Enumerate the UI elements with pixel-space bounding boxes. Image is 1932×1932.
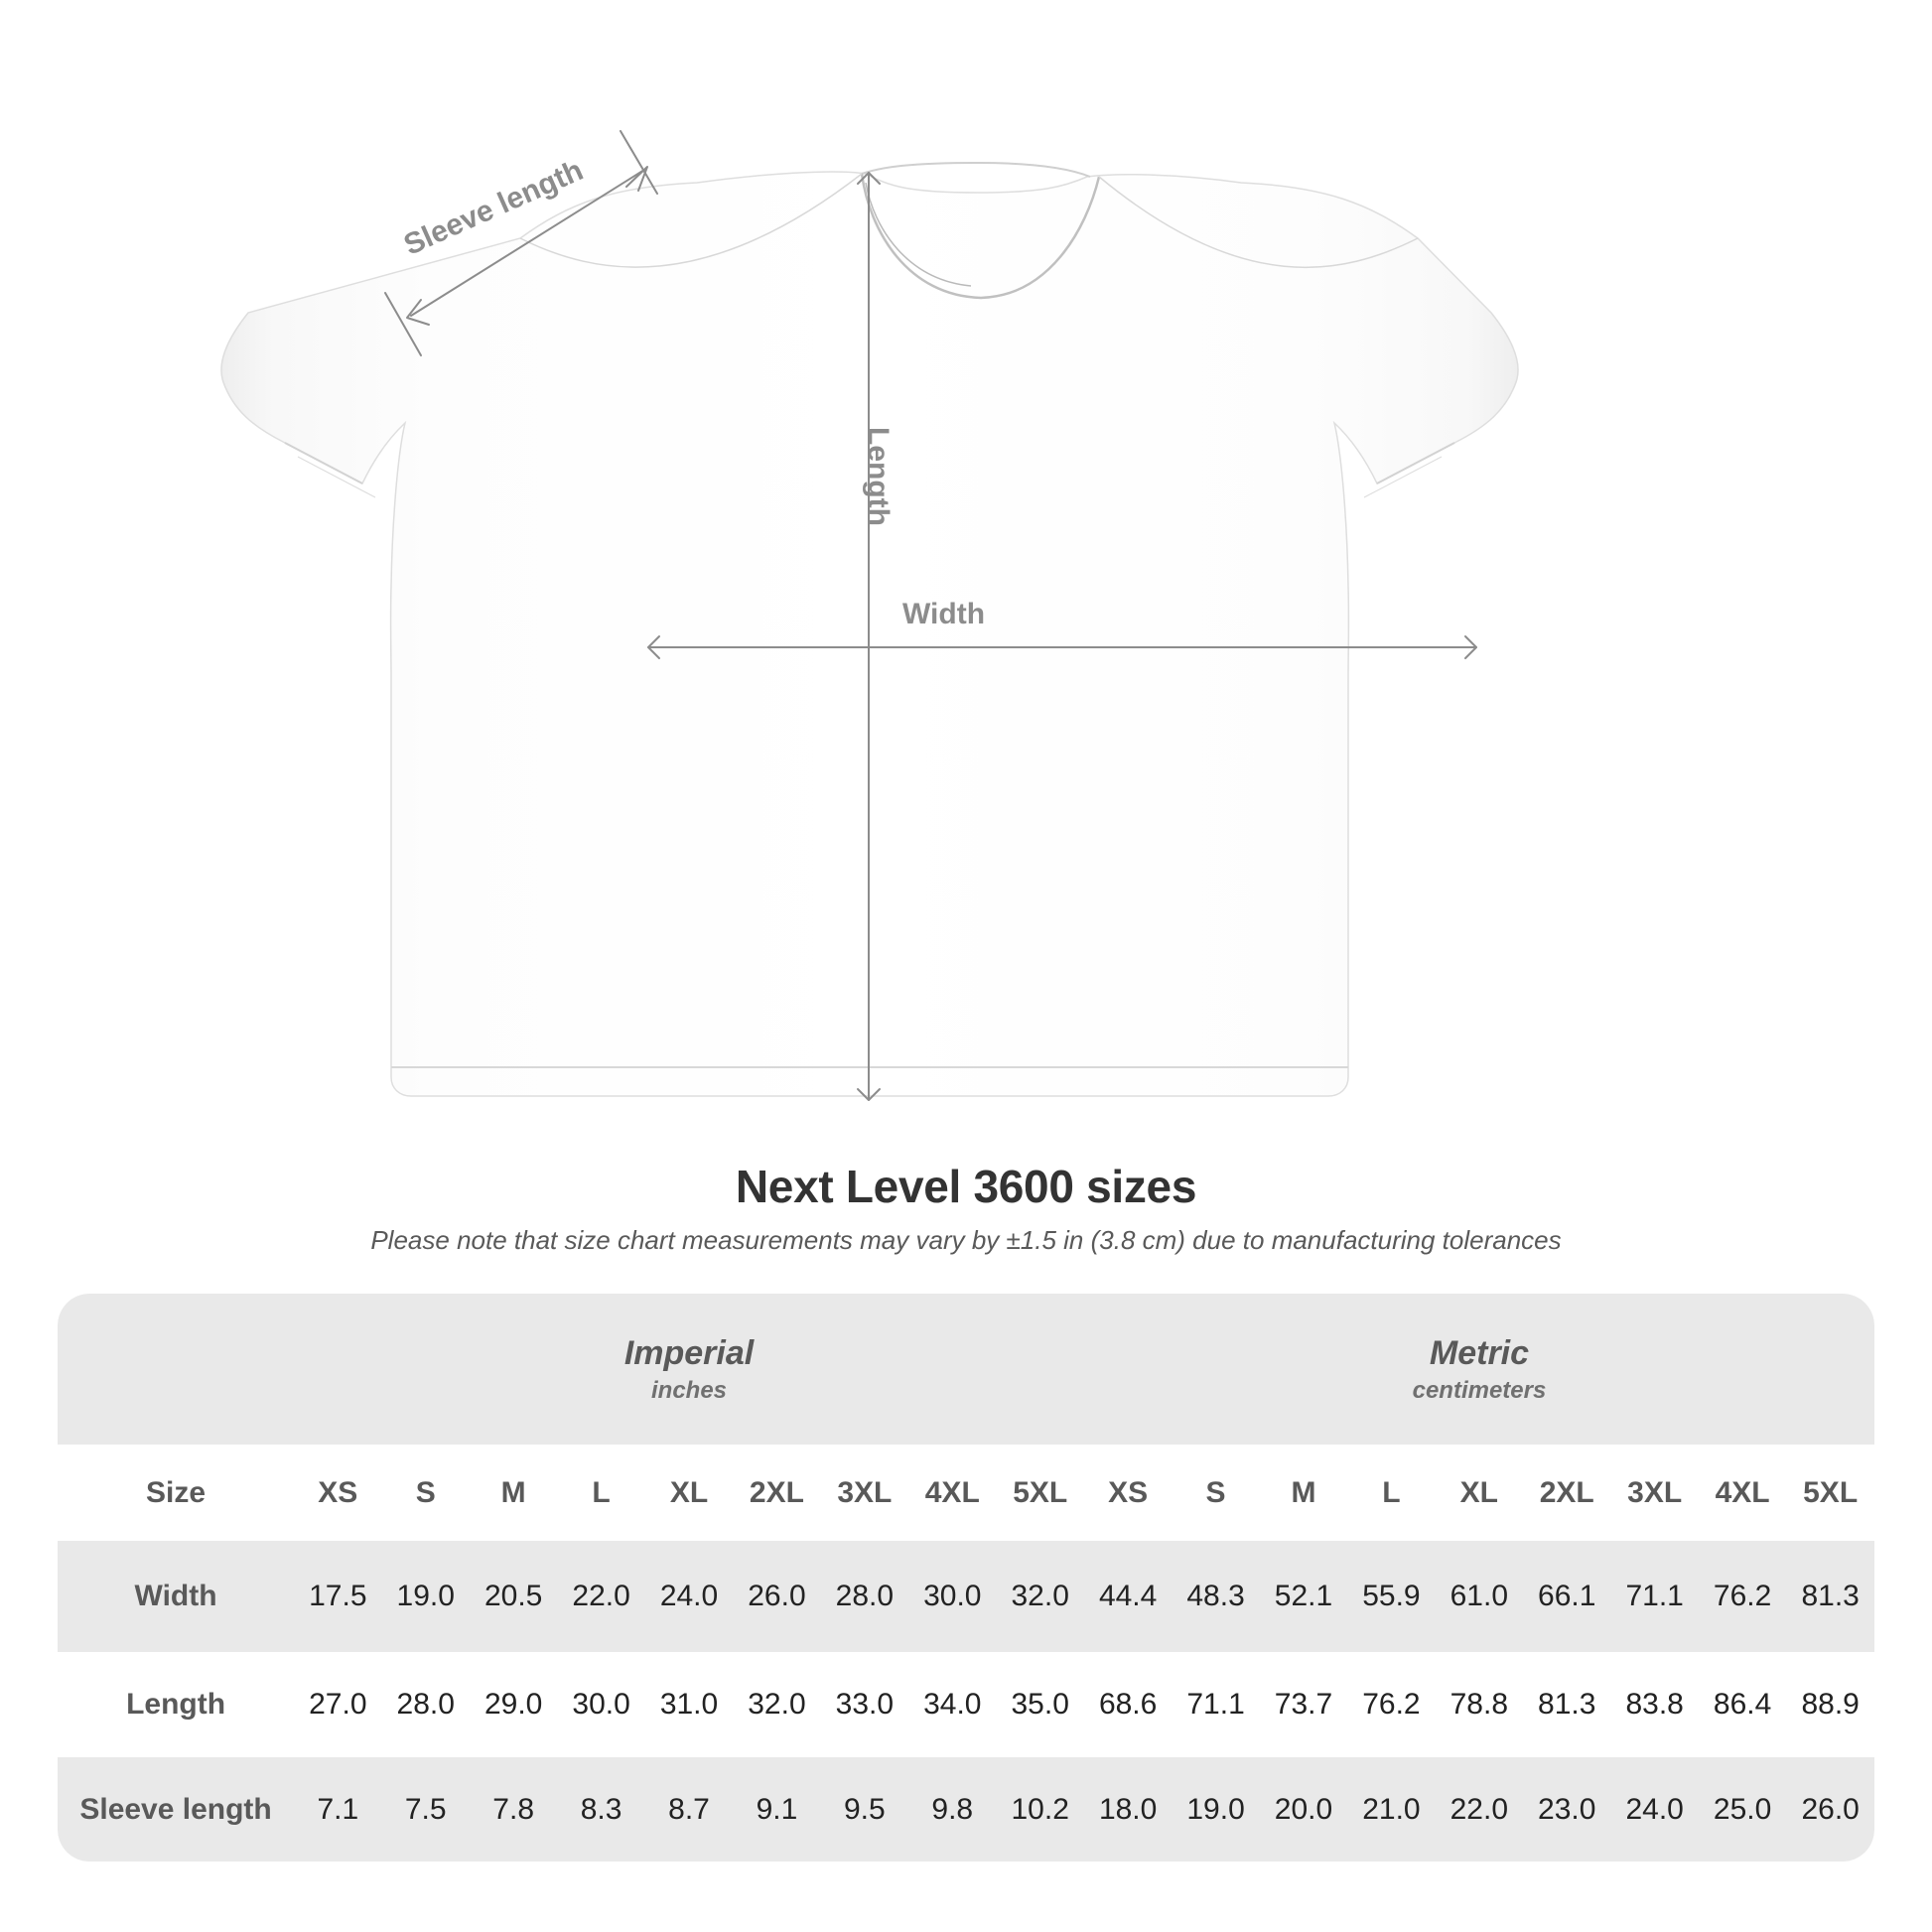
svg-text:Length: Length [862, 427, 895, 526]
svg-text:Width: Width [902, 598, 985, 630]
